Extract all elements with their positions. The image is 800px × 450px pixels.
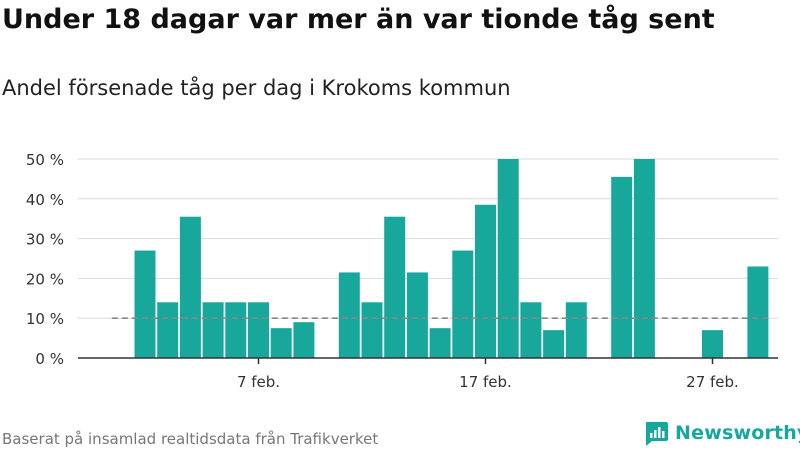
- bar: [293, 322, 315, 358]
- y-tick-label: 50 %: [26, 151, 64, 169]
- bar: [520, 302, 542, 358]
- bar: [361, 302, 383, 358]
- chart-title: Under 18 dagar var mer än var tionde tåg…: [2, 4, 715, 35]
- chart-subtitle: Andel försenade tåg per dag i Krokoms ko…: [2, 76, 511, 100]
- y-tick-label: 30 %: [26, 231, 64, 249]
- bar: [134, 250, 156, 358]
- x-tick-label: 7 feb.: [237, 373, 280, 391]
- x-tick-label: 17 feb.: [459, 373, 512, 391]
- newsworthy-logo-icon: [646, 422, 668, 446]
- bar: [384, 216, 406, 358]
- bar: [702, 330, 723, 358]
- bar: [179, 216, 201, 358]
- bar: [248, 302, 269, 358]
- bar: [338, 272, 360, 358]
- source-note: Baserat på insamlad realtidsdata från Tr…: [2, 430, 379, 448]
- bar: [225, 302, 247, 358]
- x-tick-label: 27 feb.: [686, 373, 739, 391]
- bar: [543, 330, 565, 358]
- bar: [633, 159, 655, 358]
- bar: [747, 266, 769, 358]
- bar: [497, 159, 519, 358]
- bar: [565, 302, 587, 358]
- bar: [270, 328, 292, 358]
- bar: [157, 302, 179, 358]
- bar: [611, 176, 633, 358]
- brand-name: Newsworthy: [675, 422, 800, 444]
- y-tick-label: 10 %: [26, 310, 64, 328]
- bar: [202, 302, 224, 358]
- bar: [475, 204, 496, 358]
- y-tick-label: 40 %: [26, 191, 64, 209]
- brand-logo[interactable]: Newsworthy: [643, 420, 800, 446]
- bar: [452, 250, 474, 358]
- y-tick-label: 0 %: [35, 350, 64, 368]
- bar: [429, 328, 451, 358]
- bar: [406, 272, 428, 358]
- y-tick-label: 20 %: [26, 270, 64, 288]
